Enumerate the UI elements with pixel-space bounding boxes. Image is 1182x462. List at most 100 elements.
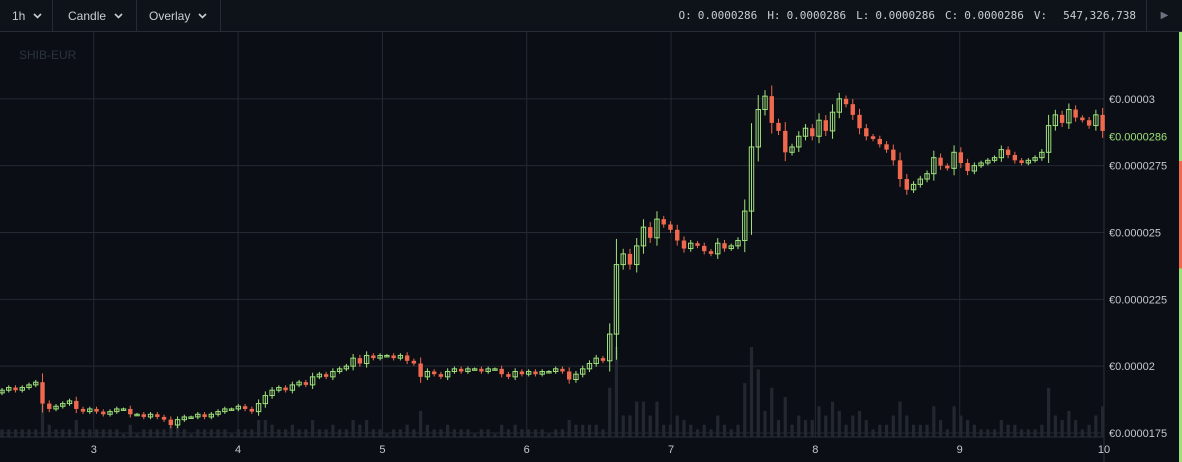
chart-type-dropdown[interactable]: Candle (53, 0, 137, 31)
volume-bar (635, 401, 639, 437)
volume-bar (830, 401, 835, 437)
volume-bar (851, 415, 855, 437)
volume-bar (115, 429, 119, 437)
candle-body (506, 374, 511, 377)
candle-body (546, 371, 552, 374)
volume-bar (709, 429, 713, 437)
candle-body (222, 408, 228, 413)
volume-bar (398, 429, 402, 437)
candle-body (371, 355, 376, 359)
volume-bar (1067, 410, 1071, 437)
candle-body (13, 387, 18, 391)
volume-bar (1053, 415, 1057, 437)
candle-body (161, 416, 167, 420)
volume-bar (871, 429, 875, 437)
candle-body (208, 413, 215, 418)
overlay-dropdown[interactable]: Overlay (137, 0, 221, 31)
volume-bar (628, 415, 632, 437)
right-edge-strip (1179, 32, 1182, 462)
volume-bar (972, 424, 976, 437)
price-chart[interactable]: SHIB-EUR €0.00003€0.0000275€0.000025€0.0… (0, 32, 1182, 462)
chevron-down-icon (198, 12, 207, 19)
volume-bar (7, 429, 11, 437)
volume-bar (358, 424, 362, 437)
candle-body (938, 157, 943, 166)
candle-body (296, 381, 302, 386)
volume-bar (817, 406, 821, 437)
volume-bar (594, 424, 598, 437)
candle-body (181, 416, 188, 421)
y-tick-label: €0.000025 (1109, 227, 1161, 239)
play-button[interactable]: ▶ (1146, 0, 1182, 31)
volume-bar (992, 429, 997, 437)
candle-body (1100, 114, 1105, 131)
candle-body (931, 157, 937, 175)
candle-body (1025, 159, 1032, 164)
candle-body (6, 387, 12, 391)
candle-body (431, 371, 437, 375)
volume-bar (520, 429, 524, 437)
volume-bar (648, 415, 652, 437)
volume-bar (837, 410, 841, 437)
interval-dropdown[interactable]: 1h (0, 0, 53, 31)
volume-bar (223, 429, 227, 437)
candle-body (823, 120, 828, 131)
volume-bar (74, 420, 78, 437)
x-tick-label: 5 (379, 444, 385, 456)
candle-body (303, 382, 309, 385)
candle-body (1039, 151, 1045, 159)
candle-body (742, 210, 748, 242)
candle-body (607, 333, 613, 362)
volume-bar (770, 387, 774, 437)
volume-bar (1033, 429, 1037, 437)
candle-body (451, 368, 458, 373)
volume-bar (614, 347, 619, 437)
candle-body (573, 373, 579, 381)
candle-body (1005, 149, 1011, 155)
volume-bar (675, 415, 679, 437)
ohlcv-readout: O: 0.0000286 H: 0.0000286 L: 0.0000286 C: 0.… (668, 0, 1136, 31)
low-label: L: (856, 9, 870, 22)
candle-body (1080, 117, 1085, 121)
candle-body (404, 355, 410, 361)
candle-body (708, 251, 714, 254)
volume-bar (911, 424, 916, 437)
volume-bar (938, 420, 943, 437)
candle-body (195, 413, 201, 418)
open-label: O: (678, 9, 692, 22)
volume-bar (459, 429, 463, 437)
volume-bar (27, 429, 31, 437)
candle-body (458, 368, 464, 372)
candle-body (850, 104, 855, 115)
candle-body (985, 159, 991, 164)
volume-bar (290, 424, 294, 437)
y-axis: €0.00003 €0.0000275 €0.000025 €0.0000225 €0.… (1109, 94, 1167, 440)
candle-body (552, 368, 559, 373)
y-tick-label: €0.00002 (1109, 361, 1155, 373)
volume-bar (776, 420, 781, 437)
candle-body (728, 245, 734, 250)
volume-bar (533, 429, 538, 437)
volume-bar (884, 424, 889, 437)
candle-body (168, 419, 174, 425)
volume-bar (689, 424, 693, 437)
volume-bar (40, 397, 45, 437)
volume-bar (587, 424, 592, 437)
candle-body (74, 400, 79, 409)
x-tick-label: 10 (1098, 444, 1110, 456)
volume-bar (641, 401, 646, 437)
volume-bar (182, 429, 186, 437)
candle-body (998, 149, 1005, 159)
candle-body (1093, 114, 1099, 127)
volume-bar (88, 429, 92, 437)
candle-body (769, 96, 774, 123)
volume-bar (297, 429, 301, 437)
candle-body (188, 416, 194, 419)
volume-bar (405, 424, 409, 437)
candle-body (681, 240, 687, 249)
volume-bar (1013, 424, 1017, 437)
volume-bar (229, 434, 234, 437)
volume-bar (0, 429, 4, 437)
candle-body (215, 411, 221, 415)
candle-body (857, 114, 862, 129)
